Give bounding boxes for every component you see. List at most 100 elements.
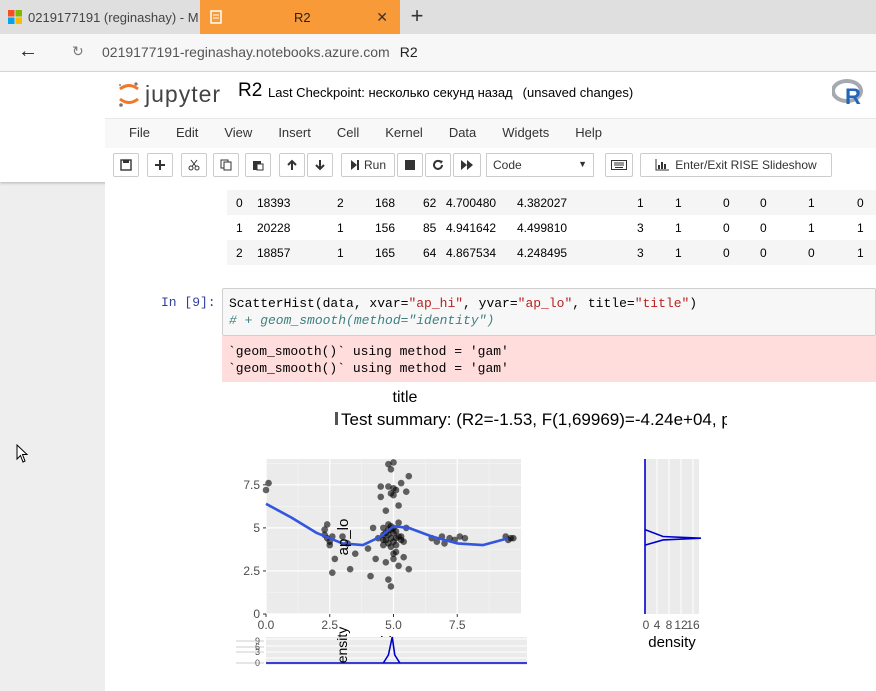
copy-button[interactable] xyxy=(213,153,239,177)
back-arrow-icon[interactable]: ← xyxy=(18,40,38,62)
notebook-page-icon xyxy=(210,10,222,24)
table-cell: 4.941642 xyxy=(446,221,497,235)
table-cell: 20228 xyxy=(257,221,291,235)
table-cell: 2 xyxy=(236,246,243,260)
move-up-button[interactable] xyxy=(279,153,305,177)
menu-kernel[interactable]: Kernel xyxy=(385,125,423,140)
notebook-title[interactable]: R2 xyxy=(238,80,263,101)
data-point xyxy=(433,538,441,545)
table-cell: 4.499810 xyxy=(517,221,568,235)
stderr-line: `geom_smooth()` using method = 'gam' xyxy=(228,361,509,376)
run-button[interactable]: Run xyxy=(341,153,395,177)
y-tick-label: 7.5 xyxy=(243,478,260,492)
insert-cell-button[interactable] xyxy=(147,153,173,177)
interrupt-kernel-button[interactable] xyxy=(397,153,423,177)
move-down-button[interactable] xyxy=(307,153,333,177)
table-cell: 1 xyxy=(337,246,344,260)
data-point xyxy=(385,576,392,583)
scissors-icon xyxy=(188,159,200,171)
table-cell: 18393 xyxy=(257,196,291,210)
reload-icon[interactable]: ↻ xyxy=(72,43,84,59)
save-button[interactable] xyxy=(113,153,139,177)
stderr-output: `geom_smooth()` using method = 'gam' `ge… xyxy=(222,336,876,382)
menu-file[interactable]: File xyxy=(129,125,150,140)
restart-run-all-button[interactable] xyxy=(453,153,481,177)
data-point xyxy=(397,479,405,487)
menu-insert[interactable]: Insert xyxy=(278,125,311,140)
table-cell: 1 xyxy=(337,221,344,235)
x-tick-label: 7.5 xyxy=(449,618,466,632)
x-tick-label: 2.5 xyxy=(321,618,338,632)
data-point xyxy=(387,490,395,497)
table-cell: 85 xyxy=(423,221,437,235)
table-cell: 3 xyxy=(637,246,644,260)
jupyter-logo[interactable]: jupyter xyxy=(117,80,221,108)
data-point xyxy=(402,488,410,496)
menu-widgets[interactable]: Widgets xyxy=(502,125,550,140)
table-cell: 2 xyxy=(337,196,344,210)
data-point xyxy=(377,483,385,490)
cell-type-select[interactable]: Code ▼ xyxy=(486,153,594,177)
data-point xyxy=(461,534,469,542)
table-cell: 4.382027 xyxy=(517,196,568,210)
code-text: , title= xyxy=(572,296,635,311)
paste-icon xyxy=(253,161,264,171)
browser-tab-azure[interactable]: 0219177191 (reginashay) - M xyxy=(0,0,200,34)
data-point xyxy=(323,521,331,528)
fast-forward-icon xyxy=(461,160,473,170)
y-axis-label: ap_lo xyxy=(335,519,352,556)
menu-bar: File Edit View Insert Cell Kernel Data W… xyxy=(105,118,876,148)
right-density-tick-label: 4 xyxy=(654,618,661,632)
menu-help[interactable]: Help xyxy=(575,125,602,140)
menu-edit[interactable]: Edit xyxy=(175,125,199,140)
paste-button[interactable] xyxy=(245,153,271,177)
menu-data[interactable]: Data xyxy=(448,125,477,140)
right-density-axis-label: density xyxy=(648,634,696,651)
data-point xyxy=(390,538,397,545)
table-cell: 1 xyxy=(236,221,243,235)
menu-cell[interactable]: Cell xyxy=(336,125,360,140)
table-row: 0 18393 2 168 62 4.700480 4.382027 1 1 0 0 1 0 xyxy=(227,190,876,215)
mouse-cursor-icon xyxy=(16,444,29,463)
jupyter-logo-text: jupyter xyxy=(145,80,222,107)
table-cell: 0 xyxy=(760,196,767,210)
y-tick-label: 5 xyxy=(253,521,260,535)
address-bar: ← ↻ 0219177191-reginashay.notebooks.azur… xyxy=(0,34,876,72)
data-point xyxy=(441,540,448,547)
table-cell: 1 xyxy=(857,246,864,260)
data-point xyxy=(395,502,402,509)
code-cell-input[interactable]: ScatterHist(data, xvar="ap_hi", yvar="ap… xyxy=(222,288,876,336)
y-tick-label: 2.5 xyxy=(243,564,260,578)
table-cell: 165 xyxy=(375,246,396,260)
data-point xyxy=(382,559,390,566)
save-icon xyxy=(120,159,132,171)
restart-kernel-button[interactable] xyxy=(425,153,451,177)
chart-title: title xyxy=(393,390,418,406)
code-string: "ap_lo" xyxy=(517,296,573,311)
command-palette-button[interactable] xyxy=(605,153,633,177)
data-point xyxy=(372,555,379,563)
new-tab-button[interactable]: + xyxy=(410,3,424,28)
cut-button[interactable] xyxy=(181,153,207,177)
step-forward-icon xyxy=(350,160,359,170)
data-point xyxy=(265,479,272,487)
table-cell: 0 xyxy=(723,221,730,235)
browser-tab-r2[interactable]: R2 ✕ xyxy=(200,0,400,34)
data-point xyxy=(387,466,395,473)
url-field[interactable]: 0219177191-reginashay.notebooks.azure.co… xyxy=(102,44,418,60)
restart-icon xyxy=(433,159,443,170)
close-tab-icon[interactable]: ✕ xyxy=(376,8,388,25)
table-cell: 18857 xyxy=(257,246,291,260)
data-point xyxy=(456,533,464,540)
table-cell: 0 xyxy=(723,196,730,210)
top-density-panel xyxy=(266,637,527,665)
data-point xyxy=(321,526,328,533)
data-point xyxy=(377,493,385,501)
arrow-down-icon xyxy=(315,160,325,171)
table-row: 1 20228 1 156 85 4.941642 4.499810 3 1 0 0 1 1 xyxy=(227,215,876,240)
menu-view[interactable]: View xyxy=(224,125,253,140)
rise-slideshow-button[interactable]: Enter/Exit RISE Slideshow xyxy=(640,153,832,177)
code-fn: ScatterHist(data, xvar= xyxy=(229,296,409,311)
data-point xyxy=(385,540,392,547)
jupyter-header: jupyter R2 Last Checkpoint: несколько се… xyxy=(0,72,876,182)
